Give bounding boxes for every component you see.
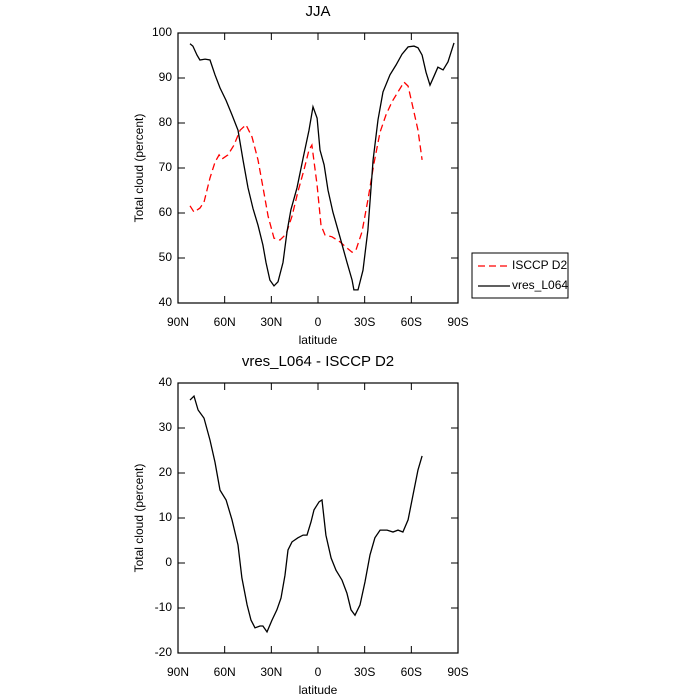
- y-tick-label: 100: [152, 25, 172, 39]
- y-tick-label: 80: [159, 115, 173, 129]
- y-tick-label: -20: [155, 645, 173, 659]
- x-tick-label: 90N: [167, 315, 189, 329]
- x-tick-label: 90S: [447, 665, 468, 679]
- plot-frame: [177, 382, 459, 654]
- x-tick-label: 90S: [447, 315, 468, 329]
- legend-box: [471, 252, 569, 299]
- y-tick-label: -10: [155, 600, 173, 614]
- x-tick-label: 30N: [260, 315, 282, 329]
- data-line: [189, 394, 423, 634]
- y-tick-label: 0: [165, 555, 172, 569]
- y-tick-label: 40: [159, 295, 173, 309]
- x-axis-label: latitude: [299, 683, 338, 697]
- chart-title: JJA: [305, 3, 330, 20]
- data-line: [189, 42, 455, 291]
- y-tick-label: 50: [159, 250, 173, 264]
- x-tick-label: 0: [315, 665, 322, 679]
- chart-title: vres_L064 - ISCCP D2: [242, 353, 394, 370]
- x-tick-label: 60N: [214, 665, 236, 679]
- x-axis-label: latitude: [299, 333, 338, 347]
- data-line: [189, 81, 423, 253]
- y-tick-label: 40: [159, 375, 173, 389]
- x-tick-label: 60S: [401, 665, 422, 679]
- y-tick-label: 90: [159, 70, 173, 84]
- plot-frame: [177, 32, 459, 304]
- x-tick-label: 30S: [354, 315, 375, 329]
- x-tick-label: 30N: [260, 665, 282, 679]
- x-tick-label: 30S: [354, 665, 375, 679]
- legend-label: vres_L064: [512, 278, 568, 292]
- y-tick-label: 10: [159, 510, 173, 524]
- x-tick-label: 60N: [214, 315, 236, 329]
- y-tick-label: 20: [159, 465, 173, 479]
- y-axis-label: Total cloud (percent): [132, 464, 146, 573]
- x-tick-label: 60S: [401, 315, 422, 329]
- y-tick-label: 30: [159, 420, 173, 434]
- y-tick-label: 60: [159, 205, 173, 219]
- x-tick-label: 90N: [167, 665, 189, 679]
- legend-label: ISCCP D2: [512, 258, 567, 272]
- y-axis-label: Total cloud (percent): [132, 114, 146, 223]
- y-tick-label: 70: [159, 160, 173, 174]
- x-tick-label: 0: [315, 315, 322, 329]
